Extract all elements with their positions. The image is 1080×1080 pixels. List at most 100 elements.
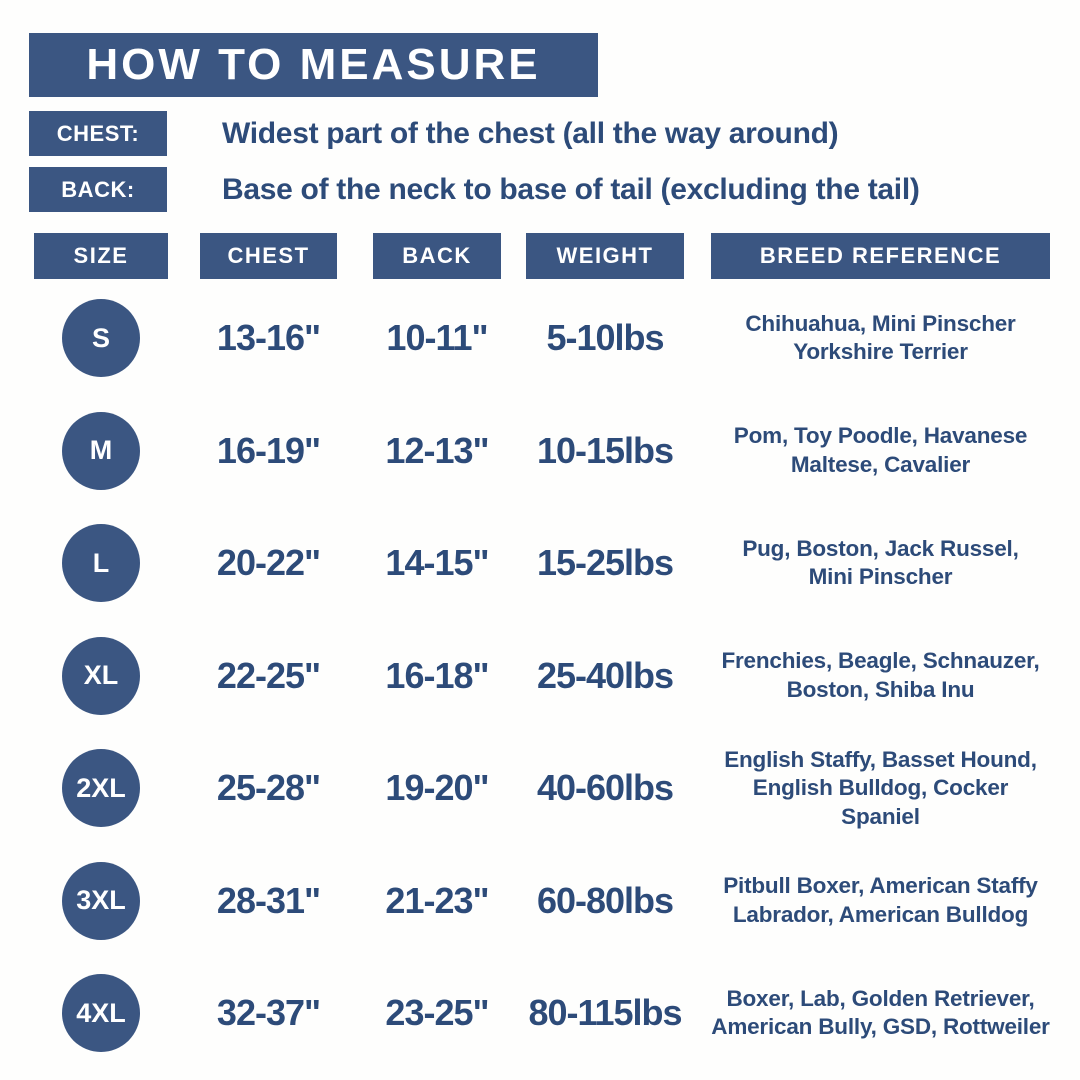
table-row-xl: XL 22-25" 16-18" 25-40lbs Frenchies, Bea…	[34, 620, 1050, 733]
back-cell: 14-15"	[373, 542, 501, 584]
table-header-row: SIZE CHEST BACK WEIGHT BREED REFERENCE	[34, 233, 1050, 279]
column-header-weight: WEIGHT	[526, 233, 684, 279]
back-cell: 12-13"	[373, 430, 501, 472]
breed-cell: Pom, Toy Poodle, Havanese Maltese, Caval…	[711, 422, 1050, 479]
breed-reference: Pitbull Boxer, American Staffy Labrador,…	[723, 873, 1038, 927]
chest-label-badge: CHEST:	[29, 111, 167, 156]
page-title: HOW TO MEASURE	[86, 40, 541, 89]
weight-cell: 60-80lbs	[526, 880, 684, 922]
table-row-2xl: 2XL 25-28" 19-20" 40-60lbs English Staff…	[34, 732, 1050, 845]
weight-cell: 5-10lbs	[526, 317, 684, 359]
back-value: 14-15"	[385, 542, 489, 584]
size-cell: XL	[34, 636, 168, 715]
column-header-size-label: SIZE	[73, 243, 129, 268]
size-badge: L	[62, 524, 140, 603]
breed-cell: Frenchies, Beagle, Schnauzer, Boston, Sh…	[711, 647, 1050, 704]
back-cell: 21-23"	[373, 880, 501, 922]
size-label: 2XL	[76, 772, 126, 803]
table-body: S 13-16" 10-11" 5-10lbs Chihuahua, Mini …	[34, 282, 1050, 1070]
chest-cell: 22-25"	[200, 655, 337, 697]
size-cell: 2XL	[34, 749, 168, 828]
chest-label: CHEST:	[56, 120, 140, 146]
table-row-4xl: 4XL 32-37" 23-25" 80-115lbs Boxer, Lab, …	[34, 957, 1050, 1070]
weight-value: 25-40lbs	[536, 654, 674, 696]
chest-cell: 25-28"	[200, 767, 337, 809]
back-cell: 23-25"	[373, 992, 501, 1034]
breed-reference: English Staffy, Basset Hound, English Bu…	[724, 746, 1037, 829]
back-value: 23-25"	[385, 992, 489, 1034]
table-row-3xl: 3XL 28-31" 21-23" 60-80lbs Pitbull Boxer…	[34, 845, 1050, 958]
weight-cell: 80-115lbs	[526, 992, 684, 1034]
size-cell: 3XL	[34, 861, 168, 940]
breed-cell: English Staffy, Basset Hound, English Bu…	[711, 746, 1050, 832]
chest-cell: 32-37"	[200, 992, 337, 1034]
breed-reference: Pug, Boston, Jack Russel, Mini Pinscher	[742, 535, 1019, 590]
back-label: BACK:	[61, 176, 135, 202]
chest-value: 16-19"	[216, 429, 321, 471]
chest-cell: 28-31"	[200, 880, 337, 922]
size-badge: 4XL	[62, 974, 140, 1053]
weight-value: 80-115lbs	[528, 992, 682, 1034]
chest-value: 13-16"	[216, 317, 321, 359]
breed-cell: Boxer, Lab, Golden Retriever, American B…	[711, 985, 1050, 1042]
weight-value: 5-10lbs	[546, 317, 664, 359]
page-title-banner: HOW TO MEASURE	[29, 33, 598, 97]
chest-value: 25-28"	[216, 767, 321, 809]
size-badge: XL	[62, 636, 140, 715]
back-value: 10-11"	[386, 317, 488, 359]
weight-value: 40-60lbs	[536, 767, 674, 809]
breed-reference: Boxer, Lab, Golden Retriever, American B…	[711, 985, 1050, 1040]
size-label: XL	[83, 660, 119, 691]
table-row-l: L 20-22" 14-15" 15-25lbs Pug, Boston, Ja…	[34, 507, 1050, 620]
column-header-back-label: BACK	[402, 243, 472, 268]
chest-value: 20-22"	[216, 542, 321, 584]
chest-cell: 20-22"	[200, 542, 337, 584]
size-badge: 2XL	[62, 749, 140, 828]
size-cell: S	[34, 299, 168, 378]
chest-value: 28-31"	[216, 879, 321, 921]
back-value: 19-20"	[385, 767, 489, 809]
chest-cell: 16-19"	[200, 430, 337, 472]
size-badge: M	[62, 411, 140, 490]
weight-value: 60-80lbs	[536, 879, 674, 921]
size-badge: 3XL	[62, 861, 140, 940]
weight-cell: 10-15lbs	[526, 430, 684, 472]
table-row-s: S 13-16" 10-11" 5-10lbs Chihuahua, Mini …	[34, 282, 1050, 395]
breed-reference: Frenchies, Beagle, Schnauzer, Boston, Sh…	[721, 648, 1040, 702]
weight-value: 15-25lbs	[536, 542, 674, 584]
column-header-breed-reference: BREED REFERENCE	[711, 233, 1050, 279]
size-cell: M	[34, 411, 168, 490]
weight-value: 10-15lbs	[536, 429, 674, 471]
breed-reference: Chihuahua, Mini Pinscher Yorkshire Terri…	[745, 310, 1016, 365]
breed-cell: Pitbull Boxer, American Staffy Labrador,…	[711, 872, 1050, 929]
size-label: M	[89, 435, 113, 466]
table-row-m: M 16-19" 12-13" 10-15lbs Pom, Toy Poodle…	[34, 395, 1050, 508]
chest-value: 32-37"	[216, 992, 321, 1034]
chest-value: 22-25"	[216, 654, 321, 696]
breed-cell: Chihuahua, Mini Pinscher Yorkshire Terri…	[711, 310, 1050, 367]
size-badge: S	[62, 299, 140, 378]
size-label: 3XL	[76, 885, 126, 916]
size-label: 4XL	[76, 997, 126, 1028]
size-label: L	[92, 547, 110, 578]
back-label-badge: BACK:	[29, 167, 167, 212]
weight-cell: 15-25lbs	[526, 542, 684, 584]
back-instruction-row: BACK: Base of the neck to base of tail (…	[29, 167, 920, 212]
chest-instruction-row: CHEST: Widest part of the chest (all the…	[29, 111, 839, 156]
size-label: S	[91, 322, 110, 353]
back-cell: 10-11"	[373, 317, 501, 359]
column-header-back: BACK	[373, 233, 501, 279]
breed-reference: Pom, Toy Poodle, Havanese Maltese, Caval…	[733, 423, 1028, 477]
back-value: 21-23"	[385, 879, 489, 921]
breed-cell: Pug, Boston, Jack Russel, Mini Pinscher	[711, 535, 1050, 592]
size-cell: 4XL	[34, 974, 168, 1053]
size-cell: L	[34, 524, 168, 603]
column-header-chest: CHEST	[200, 233, 337, 279]
chest-instruction-text: Widest part of the chest (all the way ar…	[222, 116, 839, 150]
back-instruction-text: Base of the neck to base of tail (exclud…	[222, 172, 920, 206]
back-cell: 19-20"	[373, 767, 501, 809]
back-cell: 16-18"	[373, 655, 501, 697]
column-header-breed-label: BREED REFERENCE	[759, 243, 1002, 268]
weight-cell: 40-60lbs	[526, 767, 684, 809]
